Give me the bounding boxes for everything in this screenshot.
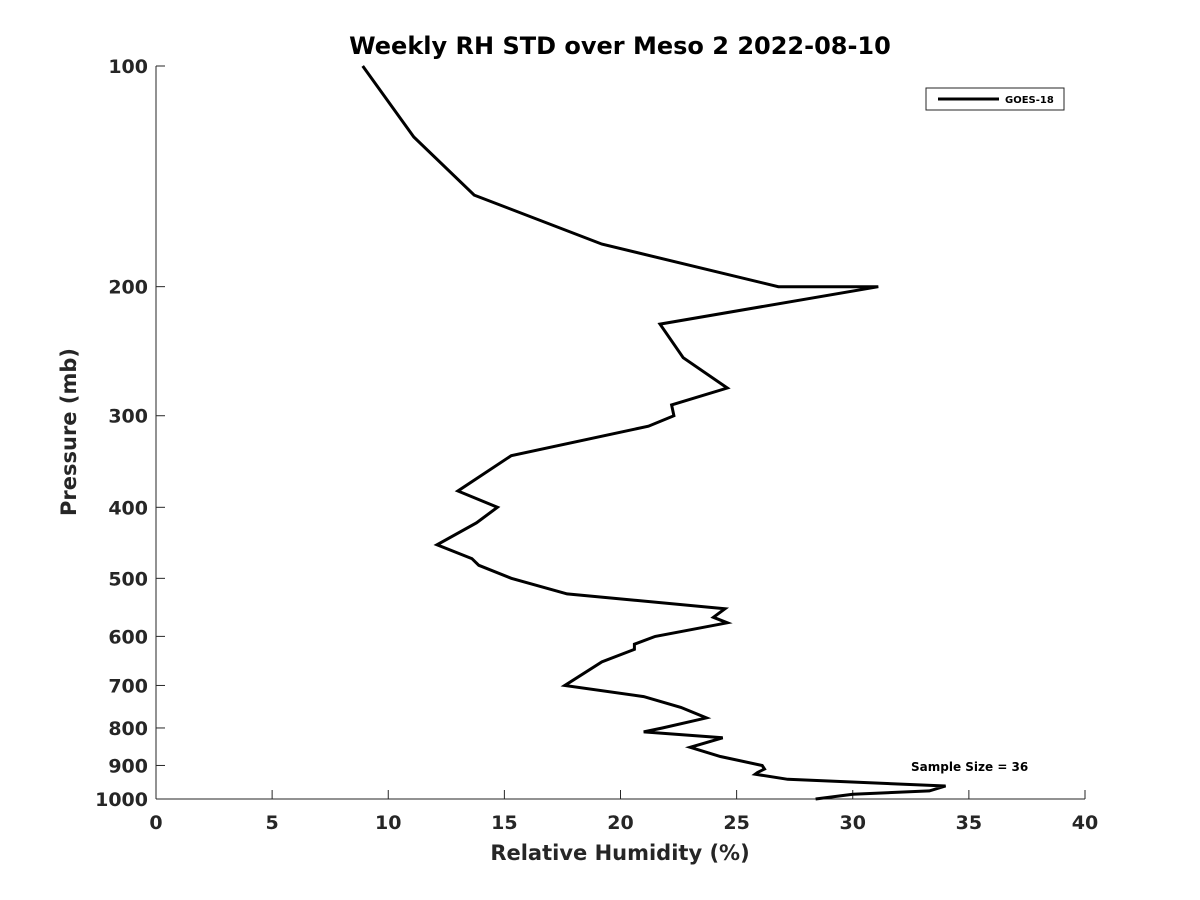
x-tick-label: 30 (840, 812, 866, 834)
legend: GOES-18 (925, 87, 1065, 111)
y-tick-label: 900 (108, 755, 148, 777)
y-tick-label: 300 (108, 406, 148, 428)
y-axis-label: Pressure (mb) (57, 348, 81, 516)
plot-area: 0 5 10 15 20 25 30 35 40 100 200 300 400 500 600 700 80… (95, 56, 1098, 834)
legend-entry-goes-18: GOES-18 (1005, 95, 1054, 106)
y-tick-label: 600 (108, 626, 148, 648)
y-tick-label: 500 (108, 568, 148, 590)
x-tick-label: 10 (375, 812, 401, 834)
chart-title: Weekly RH STD over Meso 2 2022-08-10 (349, 32, 891, 60)
x-tick-label: 20 (607, 812, 633, 834)
x-tick-label: 35 (956, 812, 982, 834)
y-ticks: 100 200 300 400 500 600 700 800 900 1000 (95, 56, 165, 811)
y-tick-label: 200 (108, 277, 148, 299)
x-ticks: 0 5 10 15 20 25 30 35 40 (149, 790, 1098, 834)
x-tick-label: 40 (1072, 812, 1098, 834)
sample-size-annotation: Sample Size = 36 (911, 760, 1028, 774)
y-tick-label: 700 (108, 675, 148, 697)
y-tick-label: 800 (108, 718, 148, 740)
x-axis-label: Relative Humidity (%) (490, 841, 749, 865)
y-tick-label: 1000 (95, 789, 148, 811)
x-tick-label: 0 (149, 812, 162, 834)
x-tick-label: 15 (491, 812, 517, 834)
x-tick-label: 5 (266, 812, 279, 834)
series-line-goes-18 (361, 65, 947, 801)
x-tick-label: 25 (723, 812, 749, 834)
y-tick-label: 100 (108, 56, 148, 78)
y-tick-label: 400 (108, 497, 148, 519)
